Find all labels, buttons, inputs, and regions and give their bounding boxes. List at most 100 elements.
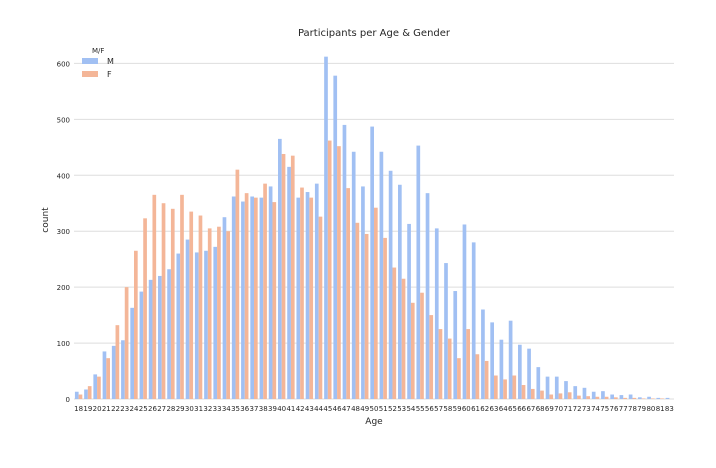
bar-m-age-32	[204, 250, 208, 399]
x-tick-label: 59	[453, 405, 462, 413]
bar-m-age-50	[370, 126, 374, 399]
bar-m-age-49	[361, 186, 365, 399]
x-tick-label: 74	[591, 405, 600, 413]
bar-m-age-73	[582, 387, 587, 399]
x-tick-label: 32	[203, 405, 212, 413]
bar-m-age-69	[545, 376, 550, 400]
bar-f-age-28	[170, 208, 175, 399]
bar-m-age-24	[130, 307, 134, 399]
bar-m-age-45	[324, 56, 328, 399]
x-tick-label: 53	[397, 405, 406, 413]
bar-f-age-35	[235, 169, 240, 399]
x-tick-label: 31	[194, 405, 203, 413]
bar-m-age-83	[665, 397, 670, 399]
x-axis-label: Age	[365, 417, 383, 427]
bar-f-age-55	[420, 292, 424, 399]
bar-m-age-29	[176, 253, 181, 399]
x-tick-label: 63	[490, 405, 499, 413]
bar-m-age-42	[296, 197, 301, 400]
bar-f-age-71	[567, 392, 572, 399]
bar-f-age-20	[97, 376, 101, 400]
bar-m-age-35	[231, 196, 236, 399]
bar-f-age-19	[87, 386, 92, 399]
bar-m-age-66	[518, 344, 522, 399]
bar-m-age-37	[250, 196, 254, 399]
bar-f-age-74	[595, 396, 600, 399]
bar-m-age-62	[481, 309, 485, 399]
bar-m-age-34	[222, 217, 227, 399]
x-tick-label: 22	[111, 405, 120, 413]
y-tick-label: 0	[66, 396, 70, 404]
bar-m-age-79	[638, 397, 642, 399]
y-tick-labels: 0 100 200 300 400 500 600	[57, 60, 70, 404]
bar-f-age-73	[586, 396, 590, 399]
x-tick-label: 30	[185, 405, 194, 413]
bar-f-age-72	[577, 395, 581, 399]
x-tick-label: 27	[157, 405, 166, 413]
bar-m-age-72	[573, 386, 578, 399]
bar-m-age-18	[74, 391, 79, 399]
bar-m-age-39	[268, 186, 273, 399]
bar-m-age-44	[314, 183, 319, 399]
bar-f-age-60	[466, 329, 470, 399]
bar-f-age-79	[641, 398, 646, 399]
bar-m-age-19	[84, 389, 88, 399]
bar-f-age-68	[540, 390, 544, 399]
x-tick-label: 43	[305, 405, 314, 413]
x-tick-label: 37	[250, 405, 259, 413]
legend-swatch-m	[82, 58, 98, 64]
bar-f-age-24	[134, 250, 138, 399]
bar-m-age-36	[241, 201, 245, 399]
bar-f-age-61	[475, 354, 480, 399]
x-tick-label: 50	[370, 405, 379, 413]
bar-f-age-38	[263, 183, 267, 399]
bar-m-age-47	[342, 124, 347, 399]
x-tick-label: 35	[231, 405, 240, 413]
bar-f-age-54	[410, 302, 415, 399]
x-tick-label: 18	[74, 405, 83, 413]
bar-f-age-66	[521, 385, 526, 399]
bar-f-age-50	[374, 207, 378, 399]
bar-f-age-36	[244, 193, 249, 399]
x-tick-label: 47	[342, 405, 351, 413]
bar-f-age-78	[632, 397, 637, 399]
bar-m-age-64	[499, 339, 504, 399]
bar-m-age-51	[379, 151, 384, 399]
bar-m-age-70	[554, 376, 559, 400]
bar-m-age-57	[434, 228, 439, 399]
x-tick-label: 52	[388, 405, 397, 413]
x-tick-label: 25	[139, 405, 148, 413]
bar-f-age-32	[207, 228, 212, 399]
bar-m-age-38	[259, 197, 264, 400]
bar-m-age-21	[102, 351, 107, 399]
bar-f-age-64	[503, 379, 507, 399]
x-tick-label: 34	[222, 405, 231, 413]
x-tick-label: 58	[443, 405, 452, 413]
bar-m-age-52	[388, 170, 393, 399]
bar-f-age-31	[198, 215, 203, 399]
bar-m-age-65	[508, 320, 513, 399]
bar-f-age-62	[484, 360, 489, 399]
bar-m-age-68	[536, 367, 541, 399]
bar-f-age-33	[217, 226, 221, 399]
bar-f-age-48	[355, 222, 360, 399]
x-tick-label: 70	[554, 405, 563, 413]
x-tick-label: 48	[351, 405, 360, 413]
bar-f-age-70	[558, 393, 563, 399]
bars	[74, 56, 670, 400]
bar-f-age-58	[447, 338, 452, 399]
x-tick-label: 44	[314, 405, 323, 413]
y-tick-label: 100	[57, 340, 70, 348]
bar-f-age-25	[143, 218, 147, 399]
chart-title: Participants per Age & Gender	[298, 28, 451, 39]
x-tick-label: 29	[176, 405, 185, 413]
x-tick-label: 62	[480, 405, 489, 413]
x-tick-label: 46	[333, 405, 342, 413]
x-tick-label: 76	[610, 405, 619, 413]
bar-m-age-77	[619, 395, 624, 399]
bar-f-age-30	[189, 211, 194, 399]
x-tick-label: 61	[471, 405, 480, 413]
y-tick-label: 200	[57, 284, 70, 292]
x-tick-label: 71	[563, 405, 572, 413]
